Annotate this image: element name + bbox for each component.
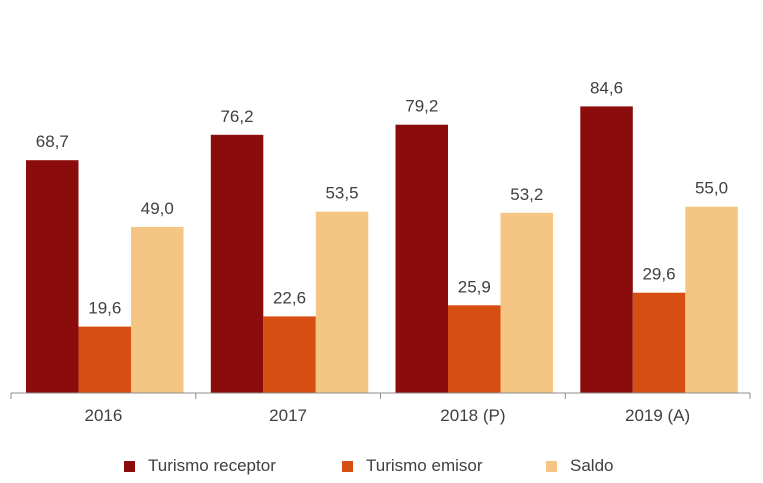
bar-turismo-receptor-2019-a [580,106,633,394]
bar-turismo-emisor-2017 [263,316,316,393]
legend-label-saldo: Saldo [570,456,614,475]
legend-label-turismo-emisor: Turismo emisor [366,456,483,475]
data-label-turismo-receptor-2016: 68,7 [36,132,69,151]
data-label-turismo-emisor-2018-p: 25,9 [458,277,491,296]
value-labels-layer: 68,7 19,6 49,0 76,2 22,6 53,5 79,2 25,9 53,2 84,6… [36,78,728,317]
bar-saldo-2019-a [685,206,738,393]
legend-label-turismo-receptor: Turismo receptor [148,456,276,475]
legend-swatch-saldo [546,460,557,472]
legend-swatch-turismo-receptor [124,460,135,472]
data-label-turismo-emisor-2017: 22,6 [273,288,306,307]
x-tick-label-2016: 2016 [84,406,122,425]
x-tick-label-2018-p: 2018 (P) [440,406,505,425]
data-label-saldo-2019-a: 55,0 [695,179,728,198]
data-label-turismo-receptor-2019-a: 84,6 [590,78,623,97]
x-axis-tick-labels: 2016 2017 2018 (P) 2019 (A) [84,406,690,425]
bar-turismo-receptor-2017 [210,134,264,394]
legend-item-turismo-receptor: Turismo receptor [124,452,276,480]
x-tick-label-2017: 2017 [269,406,307,425]
legend-swatch-turismo-emisor [342,460,353,472]
x-tick-label-2019-a: 2019 (A) [625,406,690,425]
bar-saldo-2018-p [500,212,553,393]
bar-saldo-2016 [131,227,184,393]
data-label-turismo-receptor-2017: 76,2 [220,107,253,126]
data-label-turismo-emisor-2016: 19,6 [88,299,121,318]
legend-item-saldo: Saldo [546,452,613,480]
data-label-turismo-emisor-2019-a: 29,6 [642,265,675,284]
bar-turismo-emisor-2018-p [448,305,501,393]
data-label-saldo-2018-p: 53,2 [510,185,543,204]
bar-turismo-receptor-2016 [26,160,79,393]
legend: Turismo receptor Turismo emisor Saldo [0,452,763,480]
bar-saldo-2017 [315,211,369,393]
x-axis-ticks [10,393,751,399]
bars-layer [26,106,738,394]
data-label-turismo-receptor-2018-p: 79,2 [405,97,438,116]
data-label-saldo-2016: 49,0 [141,199,174,218]
data-label-saldo-2017: 53,5 [325,184,358,203]
bar-chart: 68,7 19,6 49,0 76,2 22,6 53,5 79,2 25,9 53,2 84,6… [10,78,751,425]
bar-turismo-emisor-2019-a [632,292,686,393]
legend-item-turismo-emisor: Turismo emisor [342,452,483,480]
bar-turismo-emisor-2016 [78,326,131,393]
bar-turismo-receptor-2018-p [395,124,448,393]
